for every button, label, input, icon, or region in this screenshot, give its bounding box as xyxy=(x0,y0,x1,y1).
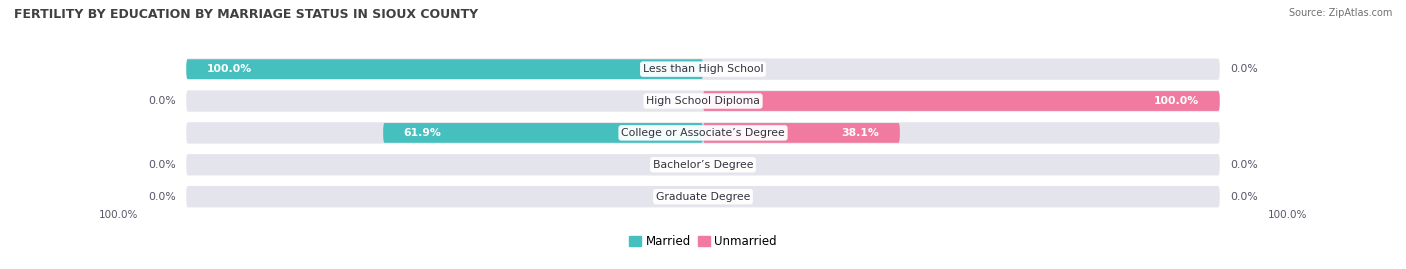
Text: 100.0%: 100.0% xyxy=(1268,210,1308,220)
Legend: Married, Unmarried: Married, Unmarried xyxy=(624,230,782,253)
Text: 0.0%: 0.0% xyxy=(1230,192,1258,202)
FancyBboxPatch shape xyxy=(186,154,1220,175)
FancyBboxPatch shape xyxy=(703,123,900,143)
Text: Less than High School: Less than High School xyxy=(643,64,763,74)
FancyBboxPatch shape xyxy=(703,91,1220,111)
Text: FERTILITY BY EDUCATION BY MARRIAGE STATUS IN SIOUX COUNTY: FERTILITY BY EDUCATION BY MARRIAGE STATU… xyxy=(14,8,478,21)
FancyBboxPatch shape xyxy=(186,59,703,79)
Text: 0.0%: 0.0% xyxy=(148,160,176,170)
Text: 0.0%: 0.0% xyxy=(1230,160,1258,170)
Text: High School Diploma: High School Diploma xyxy=(647,96,759,106)
FancyBboxPatch shape xyxy=(186,90,1220,112)
Text: College or Associate’s Degree: College or Associate’s Degree xyxy=(621,128,785,138)
Text: 100.0%: 100.0% xyxy=(207,64,252,74)
Text: 100.0%: 100.0% xyxy=(1154,96,1199,106)
FancyBboxPatch shape xyxy=(186,122,1220,144)
Text: Graduate Degree: Graduate Degree xyxy=(655,192,751,202)
FancyBboxPatch shape xyxy=(384,123,703,143)
Text: 0.0%: 0.0% xyxy=(1230,64,1258,74)
Text: 61.9%: 61.9% xyxy=(404,128,441,138)
FancyBboxPatch shape xyxy=(186,186,1220,207)
Text: Source: ZipAtlas.com: Source: ZipAtlas.com xyxy=(1288,8,1392,18)
Text: 38.1%: 38.1% xyxy=(841,128,879,138)
Text: Bachelor’s Degree: Bachelor’s Degree xyxy=(652,160,754,170)
Text: 100.0%: 100.0% xyxy=(98,210,138,220)
Text: 0.0%: 0.0% xyxy=(148,192,176,202)
FancyBboxPatch shape xyxy=(186,58,1220,80)
Text: 0.0%: 0.0% xyxy=(148,96,176,106)
